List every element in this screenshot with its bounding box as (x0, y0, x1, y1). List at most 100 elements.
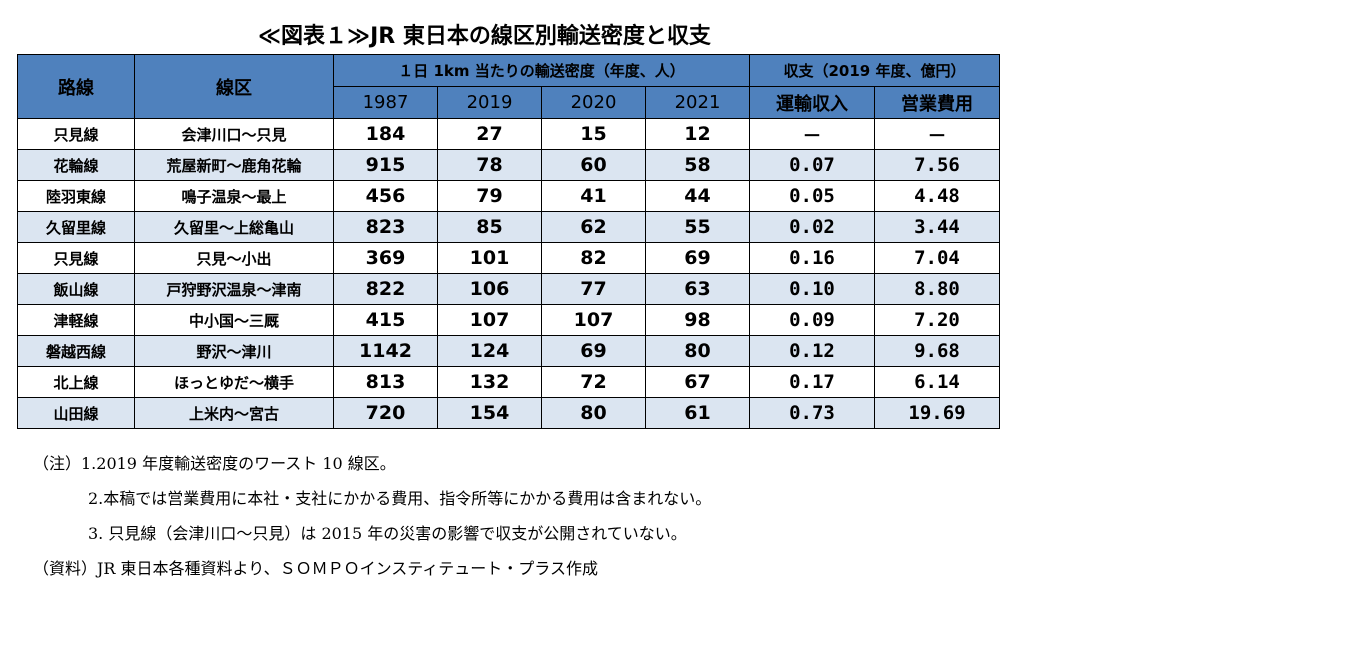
cell-density-2021: 98 (645, 304, 750, 336)
cell-density-1987: 823 (333, 211, 438, 243)
header-section: 線区 (134, 54, 334, 119)
table-row: 山田線 上米内～宮古 720 154 80 61 0.73 19.69 (17, 397, 1000, 429)
cell-cost: 6.14 (874, 366, 1000, 398)
cell-section: ほっとゆだ～横手 (134, 366, 334, 398)
cell-revenue: 0.12 (749, 335, 875, 367)
cell-cost: 7.04 (874, 242, 1000, 274)
cell-revenue: 0.17 (749, 366, 875, 398)
header-line: 路線 (17, 54, 135, 119)
cell-revenue: 0.73 (749, 397, 875, 429)
table-row: 飯山線 戸狩野沢温泉～津南 822 106 77 63 0.10 8.80 (17, 273, 1000, 305)
cell-cost: 4.48 (874, 180, 1000, 212)
cell-line: 只見線 (17, 118, 135, 150)
cell-density-1987: 720 (333, 397, 438, 429)
cell-section: 中小国～三厩 (134, 304, 334, 336)
cell-density-1987: 456 (333, 180, 438, 212)
cell-density-2021: 12 (645, 118, 750, 150)
cell-line: 只見線 (17, 242, 135, 274)
cell-density-2020: 60 (541, 149, 646, 181)
cell-revenue: 0.09 (749, 304, 875, 336)
cell-density-2020: 41 (541, 180, 646, 212)
cell-section: 久留里～上総亀山 (134, 211, 334, 243)
header-cost: 営業費用 (874, 86, 1000, 119)
header-year: 2021 (645, 86, 750, 119)
cell-density-2019: 78 (437, 149, 542, 181)
cell-density-2020: 82 (541, 242, 646, 274)
cell-density-1987: 415 (333, 304, 438, 336)
cell-density-2021: 63 (645, 273, 750, 305)
cell-section: 上米内～宮古 (134, 397, 334, 429)
cell-cost: 19.69 (874, 397, 1000, 429)
table-body: 只見線 会津川口～只見 184 27 15 12 －－花輪線 荒屋新町～鹿角花輪 915 78 60… (17, 118, 1000, 429)
cell-section: 只見～小出 (134, 242, 334, 274)
cell-cost: 7.20 (874, 304, 1000, 336)
table-row: 只見線 会津川口～只見 184 27 15 12 －－ (17, 118, 1000, 150)
cell-density-1987: 813 (333, 366, 438, 398)
table-row: 花輪線 荒屋新町～鹿角花輪 915 78 60 58 0.07 7.56 (17, 149, 1000, 181)
cell-density-2020: 80 (541, 397, 646, 429)
cell-density-2019: 132 (437, 366, 542, 398)
cell-density-2021: 44 (645, 180, 750, 212)
cell-density-2020: 62 (541, 211, 646, 243)
density-finance-table: 路線 線区 １日 1km 当たりの輸送密度（年度、人） 収支（2019 年度、億… (17, 54, 1000, 429)
table-row: 久留里線 久留里～上総亀山 823 85 62 55 0.02 3.44 (17, 211, 1000, 243)
source-note: （資料）JR 東日本各種資料より、ＳＯＭＰＯインスティテュート・プラス作成 (33, 559, 598, 578)
cell-density-2021: 61 (645, 397, 750, 429)
cell-revenue: 0.10 (749, 273, 875, 305)
cell-cost: 9.68 (874, 335, 1000, 367)
cell-line: 北上線 (17, 366, 135, 398)
cell-density-1987: 369 (333, 242, 438, 274)
note-2: 2.本稿では営業費用に本社・支社にかかる費用、指令所等にかかる費用は含まれない。 (88, 489, 712, 508)
cell-line: 磐越西線 (17, 335, 135, 367)
cell-density-1987: 184 (333, 118, 438, 150)
header-density-group: １日 1km 当たりの輸送密度（年度、人） (333, 54, 750, 87)
cell-revenue: 0.02 (749, 211, 875, 243)
cell-density-2019: 107 (437, 304, 542, 336)
cell-cost: 7.56 (874, 149, 1000, 181)
notes: （注）1.2019 年度輸送密度のワースト 10 線区。 2.本稿では営業費用に… (33, 446, 711, 586)
cell-section: 戸狩野沢温泉～津南 (134, 273, 334, 305)
table-row: 津軽線 中小国～三厩 415 107 107 98 0.09 7.20 (17, 304, 1000, 336)
cell-section: 野沢～津川 (134, 335, 334, 367)
header-finance-group: 収支（2019 年度、億円） (749, 54, 1000, 87)
figure-title: ≪図表１≫JR 東日本の線区別輸送密度と収支 (258, 24, 711, 49)
note-3: 3. 只見線（会津川口～只見）は 2015 年の災害の影響で収支が公開されていな… (88, 524, 687, 543)
cell-line: 陸羽東線 (17, 180, 135, 212)
header-year: 2020 (541, 86, 646, 119)
cell-density-2020: 77 (541, 273, 646, 305)
cell-line: 山田線 (17, 397, 135, 429)
cell-revenue: 0.07 (749, 149, 875, 181)
cell-section: 会津川口～只見 (134, 118, 334, 150)
table-row: 北上線 ほっとゆだ～横手 813 132 72 67 0.17 6.14 (17, 366, 1000, 398)
cell-line: 飯山線 (17, 273, 135, 305)
cell-revenue: － (749, 118, 875, 150)
cell-revenue: 0.16 (749, 242, 875, 274)
cell-density-1987: 1142 (333, 335, 438, 367)
header-revenue: 運輸収入 (749, 86, 875, 119)
cell-cost: － (874, 118, 1000, 150)
cell-density-2019: 79 (437, 180, 542, 212)
cell-density-2019: 124 (437, 335, 542, 367)
cell-density-2020: 15 (541, 118, 646, 150)
cell-density-2021: 58 (645, 149, 750, 181)
cell-density-2019: 85 (437, 211, 542, 243)
table-row: 磐越西線 野沢～津川 1142 124 69 80 0.12 9.68 (17, 335, 1000, 367)
cell-density-2019: 27 (437, 118, 542, 150)
cell-line: 花輪線 (17, 149, 135, 181)
table-row: 只見線 只見～小出 369 101 82 69 0.16 7.04 (17, 242, 1000, 274)
cell-density-2019: 154 (437, 397, 542, 429)
cell-cost: 8.80 (874, 273, 1000, 305)
cell-section: 荒屋新町～鹿角花輪 (134, 149, 334, 181)
cell-density-1987: 915 (333, 149, 438, 181)
table-row: 陸羽東線 鳴子温泉～最上 456 79 41 44 0.05 4.48 (17, 180, 1000, 212)
cell-revenue: 0.05 (749, 180, 875, 212)
header-year: 2019 (437, 86, 542, 119)
cell-density-2021: 67 (645, 366, 750, 398)
cell-density-2020: 72 (541, 366, 646, 398)
cell-density-2021: 55 (645, 211, 750, 243)
cell-density-2021: 80 (645, 335, 750, 367)
cell-section: 鳴子温泉～最上 (134, 180, 334, 212)
cell-density-1987: 822 (333, 273, 438, 305)
cell-density-2020: 107 (541, 304, 646, 336)
note-1: （注）1.2019 年度輸送密度のワースト 10 線区。 (33, 454, 396, 473)
